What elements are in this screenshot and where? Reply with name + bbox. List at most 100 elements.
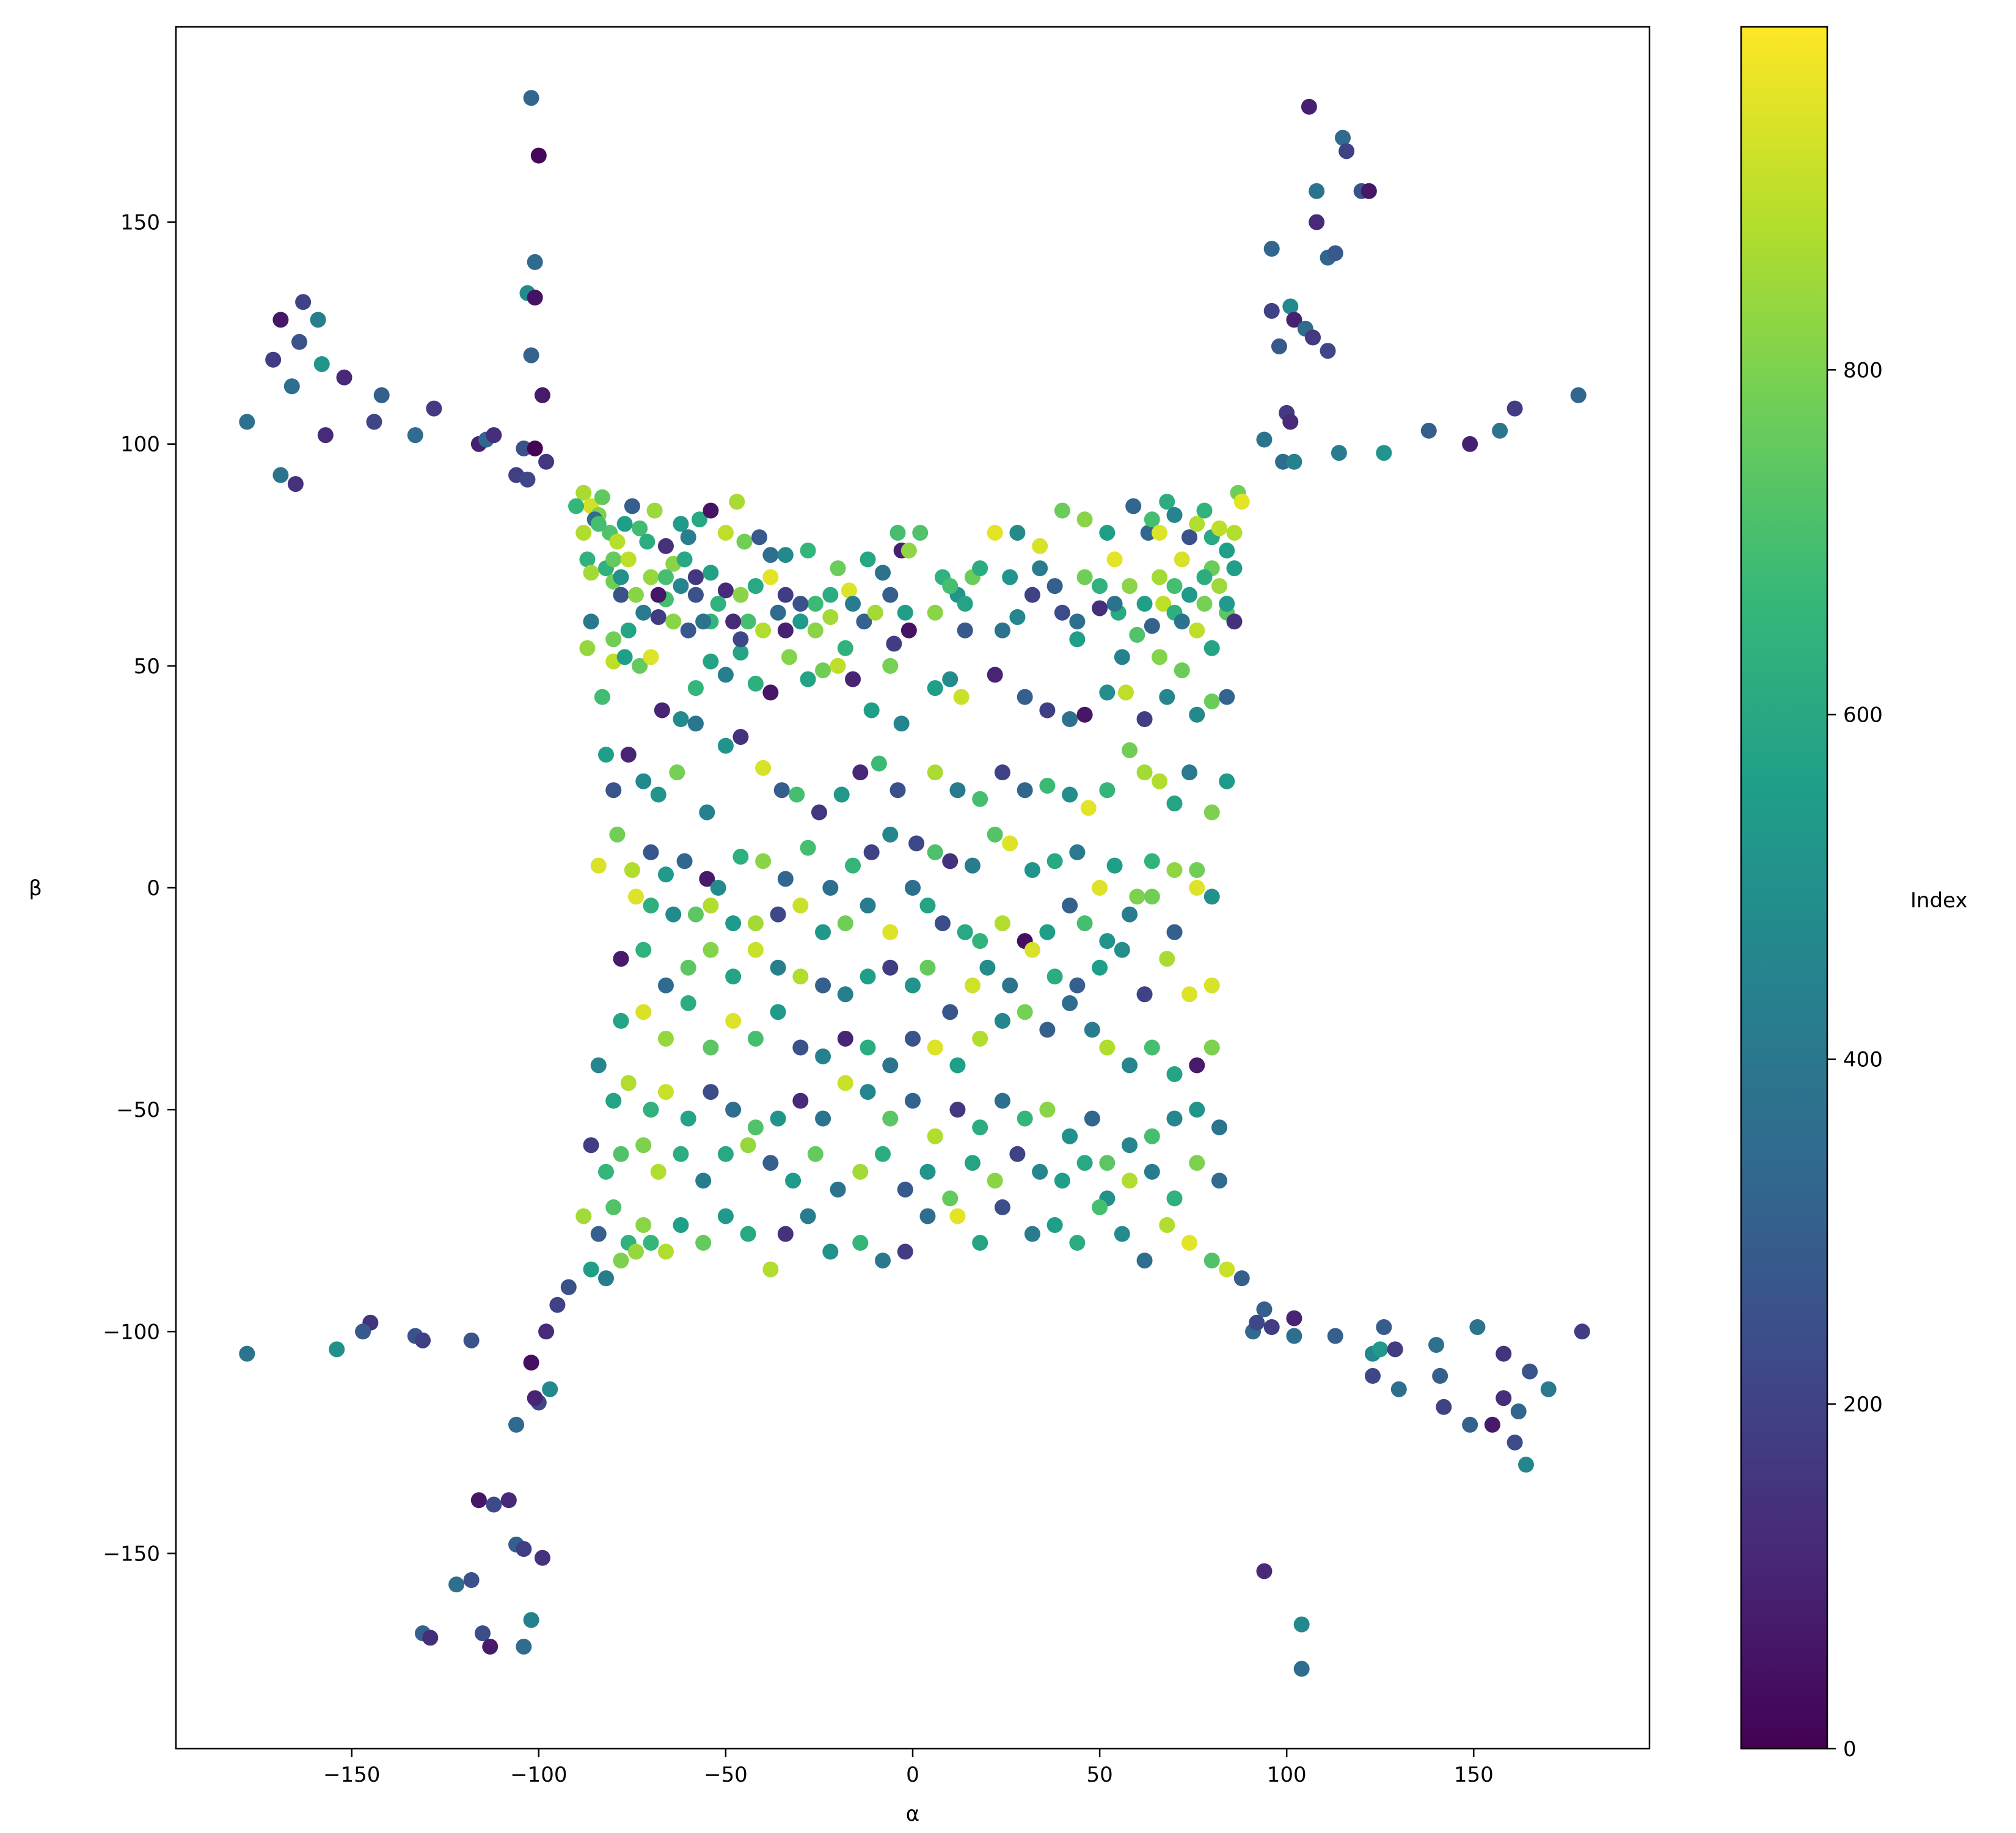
scatter-point — [852, 1235, 869, 1251]
scatter-point — [1136, 764, 1153, 781]
scatter-point — [1122, 742, 1138, 758]
scatter-point — [1233, 1270, 1250, 1287]
scatter-point — [1286, 1328, 1302, 1344]
scatter-point — [889, 524, 906, 541]
x-axis-label: α — [906, 1802, 919, 1826]
scatter-point — [527, 254, 543, 270]
y-tick-label: 100 — [120, 433, 160, 457]
scatter-point — [1159, 951, 1175, 967]
scatter-point — [415, 1332, 431, 1348]
scatter-point — [987, 1173, 1003, 1189]
scatter-point — [717, 1208, 734, 1224]
scatter-point — [770, 1004, 786, 1020]
scatter-point — [860, 551, 876, 568]
x-tick-label: −100 — [510, 1763, 567, 1787]
scatter-point — [1282, 298, 1299, 315]
scatter-point — [725, 968, 742, 985]
scatter-point — [822, 880, 839, 896]
scatter-point — [725, 1102, 742, 1118]
scatter-point — [837, 915, 853, 932]
scatter-point — [736, 533, 753, 550]
scatter-point — [1017, 782, 1033, 799]
scatter-point — [1390, 1381, 1407, 1397]
scatter-point — [732, 631, 749, 648]
scatter-point — [650, 587, 667, 603]
scatter-point — [927, 680, 943, 697]
scatter-point — [717, 1146, 734, 1162]
scatter-point — [792, 1092, 809, 1109]
scatter-point — [1152, 649, 1168, 665]
scatter-point — [815, 1110, 831, 1127]
y-tick-label: 0 — [147, 876, 160, 901]
scatter-point — [927, 1039, 943, 1056]
scatter-point — [1211, 1173, 1227, 1189]
scatter-point — [530, 147, 547, 164]
scatter-point — [1076, 706, 1093, 723]
scatter-point — [1062, 898, 1078, 914]
scatter-point — [897, 1243, 913, 1260]
scatter-point — [710, 880, 726, 896]
scatter-point — [919, 959, 936, 976]
scatter-point — [830, 560, 846, 577]
scatter-point — [1024, 942, 1040, 958]
scatter-point — [1009, 1146, 1026, 1162]
scatter-point — [1144, 1163, 1160, 1180]
scatter-point — [994, 1092, 1010, 1109]
scatter-point — [613, 1012, 629, 1029]
scatter-point — [964, 1155, 981, 1171]
scatter-point — [627, 1243, 644, 1260]
scatter-point — [616, 649, 633, 665]
scatter-point — [1293, 1616, 1310, 1633]
scatter-point — [527, 290, 543, 306]
scatter-point — [725, 613, 742, 630]
scatter-point — [1211, 520, 1227, 536]
scatter-point — [1140, 524, 1156, 541]
scatter-point — [1092, 578, 1108, 595]
scatter-point — [1114, 1226, 1130, 1242]
scatter-point — [725, 915, 742, 932]
scatter-point — [657, 569, 674, 585]
scatter-point — [646, 502, 663, 519]
scatter-point — [815, 1048, 831, 1064]
scatter-point — [957, 622, 973, 638]
scatter-point — [680, 995, 696, 1011]
scatter-point — [1024, 587, 1040, 603]
scatter-point — [1496, 1390, 1512, 1407]
x-tick-label: 150 — [1454, 1763, 1494, 1787]
scatter-point — [893, 715, 910, 732]
scatter-point — [616, 516, 633, 532]
scatter-point — [882, 1110, 899, 1127]
scatter-point — [1122, 1057, 1138, 1074]
scatter-point — [534, 1549, 550, 1566]
scatter-point — [852, 1163, 869, 1180]
scatter-point — [355, 1323, 371, 1340]
scatter-point — [1181, 587, 1198, 603]
scatter-point — [613, 951, 629, 967]
scatter-point — [777, 622, 794, 638]
scatter-point — [957, 596, 973, 612]
scatter-point — [1046, 968, 1063, 985]
scatter-point — [1039, 924, 1056, 940]
scatter-point — [635, 1137, 652, 1154]
y-axis-label: β — [29, 876, 42, 901]
scatter-point — [687, 715, 704, 732]
scatter-point — [837, 986, 853, 1003]
scatter-point — [1062, 786, 1078, 803]
scatter-point — [972, 791, 988, 807]
scatter-point — [426, 400, 442, 417]
scatter-point — [740, 1137, 756, 1154]
scatter-point — [1226, 524, 1243, 541]
scatter-point — [583, 1137, 599, 1154]
scatter-point — [762, 1261, 779, 1278]
scatter-point — [725, 1012, 742, 1029]
scatter-point — [643, 844, 659, 860]
scatter-point — [863, 844, 880, 860]
scatter-point — [1181, 1235, 1198, 1251]
scatter-point — [1339, 143, 1355, 159]
scatter-point — [1084, 1110, 1100, 1127]
scatter-point — [1155, 596, 1172, 612]
scatter-point — [1181, 529, 1198, 546]
colorbar-tick-label: 0 — [1843, 1737, 1857, 1762]
scatter-point — [1484, 1416, 1500, 1433]
scatter-point — [1211, 1119, 1227, 1136]
